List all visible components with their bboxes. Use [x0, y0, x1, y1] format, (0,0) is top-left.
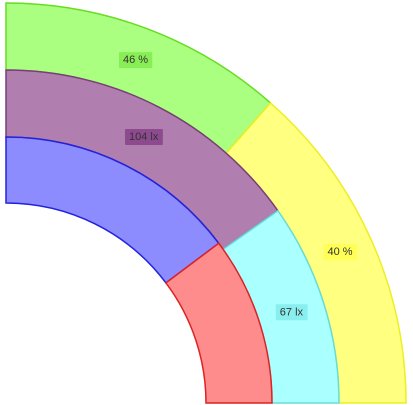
gauge-middle-label-1: 104 lx [125, 129, 163, 145]
segment-value-label: 40 % [327, 246, 352, 258]
gauge-middle-label-2: 67 lx [276, 304, 308, 320]
segment-value-label: 104 lx [129, 131, 159, 143]
gauge-outer-label-2: 40 % [323, 244, 356, 260]
segment-value-label: 67 lx [280, 306, 304, 318]
gauge-outer-label-1: 46 % [119, 52, 152, 68]
segment-value-label: 46 % [123, 54, 148, 66]
